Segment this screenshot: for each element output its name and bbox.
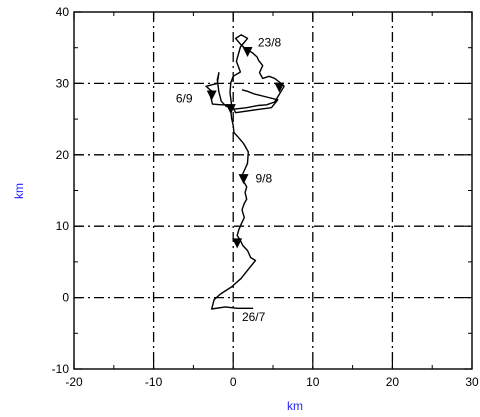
x-tick-label: -10 — [145, 375, 163, 389]
y-tick-label: 10 — [56, 219, 70, 233]
series-layer — [206, 35, 284, 309]
y-tick-label: -10 — [52, 362, 70, 376]
grid-lines — [74, 12, 472, 369]
y-tick-label: 20 — [56, 148, 70, 162]
date-label: 23/8 — [258, 36, 282, 50]
x-tick-label: 30 — [465, 375, 479, 389]
x-tick-label: 0 — [230, 375, 237, 389]
y-tick-label: 0 — [62, 291, 69, 305]
date-label: 6/9 — [176, 91, 193, 105]
track-line — [206, 35, 284, 309]
date-label: 26/7 — [242, 310, 266, 324]
y-axis-title: km — [12, 183, 26, 199]
plot-frame — [74, 12, 472, 369]
y-tick-label: 40 — [56, 5, 70, 19]
x-axis-title: km — [287, 399, 303, 413]
annotations: 23/8 6/9 9/8 26/7 — [176, 36, 282, 324]
date-label: 9/8 — [255, 171, 272, 185]
x-tick-label: 20 — [386, 375, 400, 389]
x-tick-label: -20 — [65, 375, 83, 389]
y-tick-label: 30 — [56, 76, 70, 90]
x-tick-label: 10 — [306, 375, 320, 389]
date-marker-triangle — [239, 174, 249, 184]
date-marker-triangle — [207, 91, 217, 101]
